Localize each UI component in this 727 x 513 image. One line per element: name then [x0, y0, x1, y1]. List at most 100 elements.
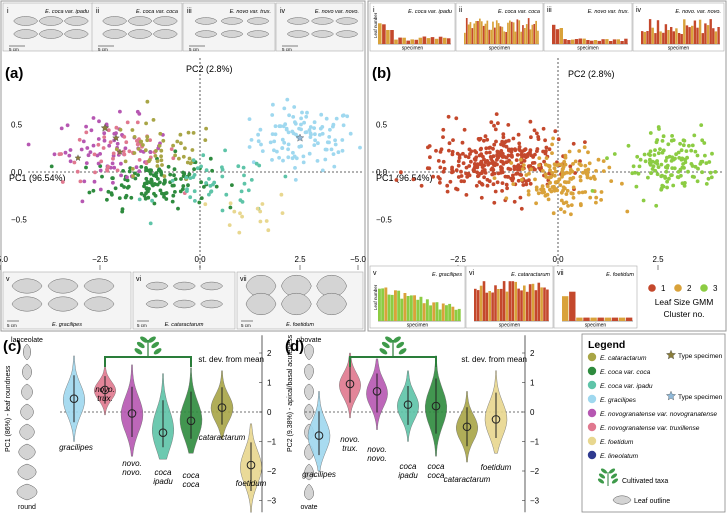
scatter-point-novo_trux — [122, 135, 127, 139]
scatter-point-cluster-3 — [650, 159, 655, 164]
scatter-point-cluster-2 — [594, 200, 598, 205]
scatter-point-gracilipes — [247, 145, 252, 149]
y-tick-label: −0.5 — [376, 216, 392, 225]
violin-median-coca_ipadu — [158, 428, 168, 437]
histogram-bar — [531, 24, 534, 44]
scatter-point-cluster-2 — [583, 163, 588, 168]
panel_c-label: (c) — [3, 338, 21, 355]
histogram-bar — [491, 292, 494, 321]
panel-b-ticks: −5.0 −2.5 0.0 2.5 0.5 0.0 −0.5 — [350, 121, 664, 270]
leaf-shape-outline — [16, 483, 38, 501]
histogram-taxon: E. coca var. ipadu — [408, 9, 452, 15]
legend-cultivated-icon — [610, 473, 618, 479]
leaf-shape-outline — [19, 423, 35, 441]
violin-label-novo_trux: novo. — [95, 385, 115, 394]
scatter-point-novo_trux — [122, 152, 127, 157]
histogram-bar — [659, 31, 662, 44]
violin-label-cataractarum: cataractarum — [199, 433, 246, 442]
scatter-point-coca_coca — [168, 172, 173, 177]
scatter-point-coca_coca — [181, 170, 186, 175]
scatter-point-cluster-2 — [563, 155, 568, 160]
scatter-point-coca_ipadu — [239, 189, 244, 194]
scatter-point-coca_coca — [120, 209, 125, 214]
histogram-bar — [384, 287, 388, 321]
scatter-point-cluster-1 — [547, 147, 552, 152]
histogram-bar — [464, 32, 466, 44]
violin-label2-coca_ipadu: ipadu — [398, 471, 418, 480]
legend-label-gracilipes: E. gracilipes — [600, 397, 637, 404]
scatter-point-cataractarum — [162, 174, 167, 179]
scatter-point-gracilipes — [258, 127, 263, 132]
histogram-bar — [429, 305, 432, 321]
scatter-point-coca_coca — [145, 179, 150, 184]
violin-label-novo_novo: novo. — [122, 459, 142, 468]
histogram-bar — [435, 302, 439, 321]
scatter-point-coca_coca — [176, 206, 180, 211]
cultivated-icon — [140, 336, 148, 343]
violin-label2-novo_novo: novo. — [367, 454, 387, 463]
scatter-point-cluster-1 — [485, 137, 490, 142]
scatter-point-cluster-3 — [687, 143, 691, 148]
scatter-point-coca_coca — [123, 195, 128, 200]
scatter-point-cataractarum — [159, 158, 164, 163]
histogram-bar — [520, 31, 522, 44]
scatter-point-cluster-1 — [493, 189, 498, 194]
scatter-point-cluster-2 — [537, 156, 542, 161]
leaf-box-taxon: E. novo var. trux. — [230, 9, 271, 15]
scatter-point-cluster-1 — [488, 155, 493, 159]
type-specimen-star — [295, 133, 305, 142]
histogram-bar — [714, 31, 718, 44]
panel-b-pc2-label: PC2 (2.8%) — [568, 69, 615, 79]
scatter-point-coca_coca — [181, 187, 185, 192]
scatter-point-gracilipes — [316, 141, 320, 146]
scatter-point-gracilipes — [272, 139, 277, 144]
scatter-point-cluster-2 — [534, 201, 538, 206]
scatter-point-coca_coca — [172, 167, 177, 172]
scatter-point-cluster-1 — [454, 116, 459, 121]
scatter-point-gracilipes — [327, 135, 332, 139]
histogram-bar — [499, 26, 502, 44]
scatter-point-cluster-1 — [526, 164, 531, 169]
scatter-point-coca_coca — [105, 197, 109, 202]
scatter-point-cataractarum — [187, 156, 192, 161]
scatter-point-cluster-1 — [511, 176, 516, 181]
scatter-point-cluster-1 — [513, 148, 518, 153]
scatter-point-gracilipes — [312, 126, 316, 130]
scatter-point-cluster-3 — [708, 170, 713, 175]
scatter-point-cluster-1 — [500, 181, 505, 186]
scatter-point-coca_coca — [152, 191, 156, 196]
scatter-point-gracilipes — [286, 142, 291, 147]
scatter-point-cataractarum — [132, 151, 137, 155]
scatter-point-cluster-1 — [519, 206, 524, 211]
cultivated-icon — [134, 348, 143, 355]
leaf-shape-outline — [20, 403, 34, 421]
scatter-point-cluster-3 — [659, 162, 664, 167]
scatter-point-cluster-3 — [683, 160, 688, 165]
scatter-point-gracilipes — [284, 127, 289, 132]
scatter-point-cluster-1 — [479, 152, 484, 157]
scatter-point-coca_coca — [149, 179, 154, 184]
histogram-bar — [438, 36, 443, 44]
scatter-point-gracilipes — [323, 147, 328, 152]
scatter-point-coca_coca — [111, 176, 115, 181]
scatter-point-cluster-1 — [508, 167, 513, 172]
scatter-point-coca_ipadu — [204, 181, 209, 185]
leaf-shape-outline — [21, 383, 33, 401]
scatter-point-novo_novo — [98, 187, 103, 192]
histogram-x-label: specimen — [668, 46, 690, 52]
scale-label: 5 cm — [189, 47, 199, 52]
scatter-point-cluster-2 — [601, 159, 606, 164]
histogram-bar — [438, 309, 442, 321]
y-tick-label: 2 — [530, 349, 535, 358]
scatter-point-novo_novo — [98, 168, 103, 173]
scatter-point-cluster-1 — [438, 180, 442, 185]
scatter-point-cluster-1 — [532, 161, 537, 165]
scatter-point-cluster-3 — [695, 179, 700, 184]
scatter-point-cluster-1 — [571, 141, 576, 146]
scatter-point-gracilipes — [323, 157, 328, 162]
leaf-box-roman: i — [7, 8, 9, 15]
scatter-point-gracilipes — [271, 102, 275, 107]
leaf-outline — [173, 299, 196, 309]
panel-b-bottom-histograms: v E. gracilipes specimen vi E. cataractarum s… — [369, 265, 638, 329]
histogram-bar — [446, 38, 451, 44]
